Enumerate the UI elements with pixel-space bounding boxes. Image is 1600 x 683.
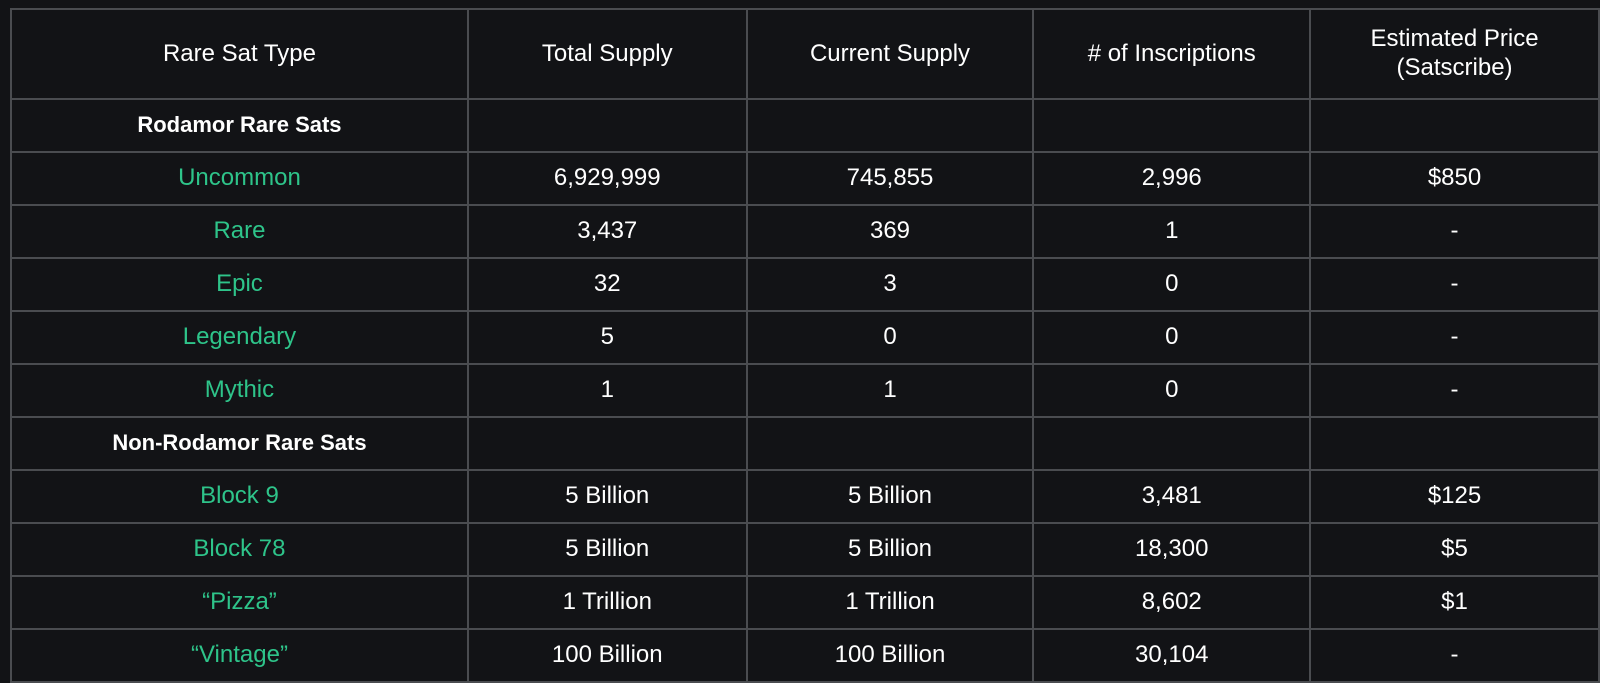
table-row: “Pizza” 1 Trillion 1 Trillion 8,602 $1 [10, 575, 1600, 630]
section-title: Rodamor Rare Sats [10, 98, 469, 153]
section-row-non-rodamor: Non-Rodamor Rare Sats [10, 416, 1600, 471]
total-supply-cell: 6,929,999 [466, 151, 748, 206]
inscriptions-cell: 2,996 [1032, 151, 1312, 206]
total-supply-cell: 5 Billion [466, 469, 748, 524]
table-row: Mythic 1 1 0 - [10, 363, 1600, 418]
total-supply-cell: 3,437 [466, 204, 748, 259]
table-row: Legendary 5 0 0 - [10, 310, 1600, 365]
table-row: Epic 32 3 0 - [10, 257, 1600, 312]
sat-type-cell: “Vintage” [10, 628, 469, 683]
section-row-rodamor: Rodamor Rare Sats [10, 98, 1600, 153]
sat-type-cell: Uncommon [10, 151, 469, 206]
price-cell: - [1309, 363, 1600, 418]
sat-type-cell: “Pizza” [10, 575, 469, 630]
total-supply-cell: 1 [466, 363, 748, 418]
price-cell: - [1309, 204, 1600, 259]
sat-type-cell: Mythic [10, 363, 469, 418]
table-row: Block 9 5 Billion 5 Billion 3,481 $125 [10, 469, 1600, 524]
price-cell: $1 [1309, 575, 1600, 630]
total-supply-cell: 100 Billion [466, 628, 748, 683]
total-supply-cell: 32 [466, 257, 748, 312]
current-supply-cell: 369 [745, 204, 1035, 259]
price-cell: - [1309, 310, 1600, 365]
price-cell: $5 [1309, 522, 1600, 577]
rare-sats-table-container: Rare Sat Type Total Supply Current Suppl… [10, 8, 1600, 683]
inscriptions-cell: 3,481 [1032, 469, 1312, 524]
section-title: Non-Rodamor Rare Sats [10, 416, 469, 471]
sat-type-cell: Rare [10, 204, 469, 259]
header-rare-sat-type: Rare Sat Type [10, 8, 469, 100]
price-cell: $850 [1309, 151, 1600, 206]
current-supply-cell: 0 [745, 310, 1035, 365]
inscriptions-cell: 1 [1032, 204, 1312, 259]
inscriptions-cell: 30,104 [1032, 628, 1312, 683]
sat-type-cell: Epic [10, 257, 469, 312]
current-supply-cell: 5 Billion [745, 522, 1035, 577]
price-cell: - [1309, 628, 1600, 683]
table-row: Rare 3,437 369 1 - [10, 204, 1600, 259]
price-cell: - [1309, 257, 1600, 312]
header-total-supply: Total Supply [466, 8, 748, 100]
table-row: Block 78 5 Billion 5 Billion 18,300 $5 [10, 522, 1600, 577]
total-supply-cell: 5 [466, 310, 748, 365]
current-supply-cell: 3 [745, 257, 1035, 312]
sat-type-cell: Block 78 [10, 522, 469, 577]
sat-type-cell: Legendary [10, 310, 469, 365]
current-supply-cell: 5 Billion [745, 469, 1035, 524]
total-supply-cell: 1 Trillion [466, 575, 748, 630]
current-supply-cell: 745,855 [745, 151, 1035, 206]
price-cell: $125 [1309, 469, 1600, 524]
current-supply-cell: 1 [745, 363, 1035, 418]
inscriptions-cell: 8,602 [1032, 575, 1312, 630]
table-row: Uncommon 6,929,999 745,855 2,996 $850 [10, 151, 1600, 206]
header-current-supply: Current Supply [745, 8, 1035, 100]
rare-sats-table: Rare Sat Type Total Supply Current Suppl… [10, 8, 1600, 683]
header-row: Rare Sat Type Total Supply Current Suppl… [10, 8, 1600, 100]
current-supply-cell: 100 Billion [745, 628, 1035, 683]
inscriptions-cell: 18,300 [1032, 522, 1312, 577]
inscriptions-cell: 0 [1032, 363, 1312, 418]
inscriptions-cell: 0 [1032, 310, 1312, 365]
header-inscriptions: # of Inscriptions [1032, 8, 1312, 100]
header-estimated-price: Estimated Price (Satscribe) [1309, 8, 1600, 100]
current-supply-cell: 1 Trillion [745, 575, 1035, 630]
sat-type-cell: Block 9 [10, 469, 469, 524]
total-supply-cell: 5 Billion [466, 522, 748, 577]
inscriptions-cell: 0 [1032, 257, 1312, 312]
table-row: “Vintage” 100 Billion 100 Billion 30,104… [10, 628, 1600, 683]
